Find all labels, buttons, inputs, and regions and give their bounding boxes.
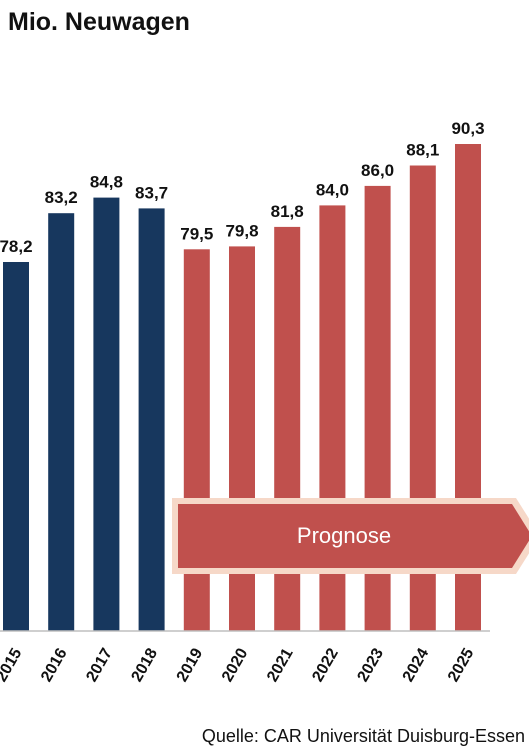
x-tick-label-2019: 2019	[174, 645, 207, 684]
x-tick-label-2023: 2023	[355, 645, 388, 684]
value-label-2021: 81,8	[271, 202, 304, 221]
value-label-2020: 79,8	[225, 221, 258, 240]
value-label-2019: 79,5	[180, 224, 213, 243]
x-tick-label-2016: 2016	[38, 645, 71, 684]
bar-2016	[48, 213, 75, 631]
x-tick-label-2022: 2022	[309, 645, 342, 684]
value-label-2024: 88,1	[406, 141, 439, 160]
x-tick-label-2021: 2021	[264, 645, 297, 684]
prognose-label: Prognose	[297, 523, 391, 548]
bar-2015	[3, 262, 29, 631]
bar-2018	[138, 208, 165, 631]
page-title: Mio. Neuwagen	[8, 8, 190, 36]
value-label-2022: 84,0	[316, 180, 349, 199]
prognose-arrow: Prognose	[172, 498, 529, 574]
x-tick-label-2025: 2025	[445, 645, 478, 684]
value-label-2018: 83,7	[135, 183, 168, 202]
source-note: Quelle: CAR Universität Duisburg-Essen	[201, 726, 525, 746]
value-label-2023: 86,0	[361, 161, 394, 180]
x-tick-label-2018: 2018	[129, 645, 162, 684]
value-label-2016: 83,2	[45, 188, 78, 207]
value-label-group: 78,2 83,2 84,8 83,7 79,5 79,8 81,8 84,0 86,0 88,1…	[0, 119, 485, 256]
x-tick-label-2017: 2017	[83, 645, 116, 684]
value-label-2025: 90,3	[451, 119, 484, 138]
x-tick-label-2015: 2015	[0, 645, 26, 684]
x-tick-label-group: 2015 2016 2017 2018 2019 2020 2021 2022 2023 2024…	[0, 645, 478, 684]
value-label-2017: 84,8	[90, 173, 123, 192]
bar-2017	[93, 197, 120, 631]
prognose-arrow-inner	[178, 504, 529, 568]
x-tick-label-2024: 2024	[400, 645, 433, 684]
value-label-2015: 78,2	[0, 237, 33, 256]
x-tick-label-2020: 2020	[219, 645, 252, 684]
